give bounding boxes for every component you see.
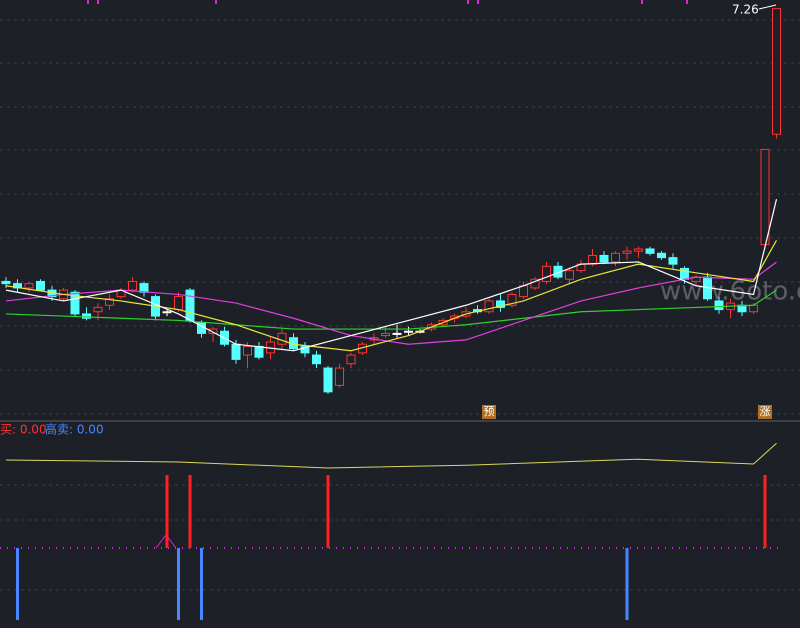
candle-body bbox=[231, 343, 241, 360]
candle-body bbox=[300, 345, 310, 354]
candle-body bbox=[542, 265, 551, 282]
candle-body bbox=[611, 252, 620, 263]
candle-body bbox=[162, 311, 172, 314]
candle-body bbox=[139, 283, 149, 293]
candle-body bbox=[772, 8, 781, 135]
marker-label: 涨 bbox=[760, 405, 771, 418]
moving-average bbox=[5, 289, 777, 330]
candle-body bbox=[668, 257, 678, 265]
candle-body bbox=[530, 278, 540, 289]
candle-body bbox=[323, 367, 333, 393]
indicator-line bbox=[5, 442, 777, 469]
candle-body bbox=[335, 367, 344, 386]
moving-average bbox=[5, 261, 777, 345]
candle-body bbox=[519, 285, 528, 298]
candle-body bbox=[24, 283, 34, 289]
candle-body bbox=[496, 300, 505, 308]
candle-body bbox=[254, 345, 264, 358]
candle-body bbox=[243, 345, 252, 356]
candle-body bbox=[599, 254, 609, 263]
marker-box bbox=[482, 405, 496, 419]
candle-body bbox=[174, 296, 183, 311]
candle-body bbox=[404, 330, 413, 333]
candle-body bbox=[185, 289, 195, 321]
candle-body bbox=[392, 332, 402, 335]
price-label: 7.26 bbox=[732, 3, 759, 17]
candle-body bbox=[622, 250, 632, 254]
candle-body bbox=[93, 306, 103, 313]
marker-label: 预 bbox=[484, 405, 495, 418]
candle-body bbox=[70, 291, 80, 315]
candle-body bbox=[565, 270, 574, 280]
candle-body bbox=[82, 313, 91, 319]
moving-average bbox=[5, 199, 778, 352]
moving-average bbox=[5, 240, 778, 352]
grid bbox=[0, 19, 800, 591]
candle-body bbox=[484, 300, 494, 313]
marker-box bbox=[758, 405, 772, 419]
candle-body bbox=[634, 248, 643, 252]
candle-body bbox=[105, 298, 114, 306]
candle-body bbox=[208, 328, 218, 334]
candle-body bbox=[36, 280, 45, 291]
candle-body bbox=[1, 280, 11, 285]
sell-label: 高卖: 0.00 bbox=[45, 422, 104, 437]
buy-label: 买: 0.00 bbox=[0, 423, 47, 437]
candle-body bbox=[760, 148, 770, 246]
candle-body bbox=[588, 254, 597, 265]
candle-body bbox=[645, 248, 655, 254]
candle-body bbox=[507, 293, 517, 306]
candle-body bbox=[128, 280, 137, 291]
price-arrow bbox=[758, 4, 777, 10]
candle-body bbox=[312, 354, 321, 365]
top-ticks bbox=[87, 0, 688, 4]
candle-body bbox=[749, 304, 758, 313]
candle-body bbox=[714, 300, 724, 311]
candle-body bbox=[381, 332, 390, 337]
candle-body bbox=[657, 252, 666, 259]
candle-body bbox=[346, 354, 356, 365]
